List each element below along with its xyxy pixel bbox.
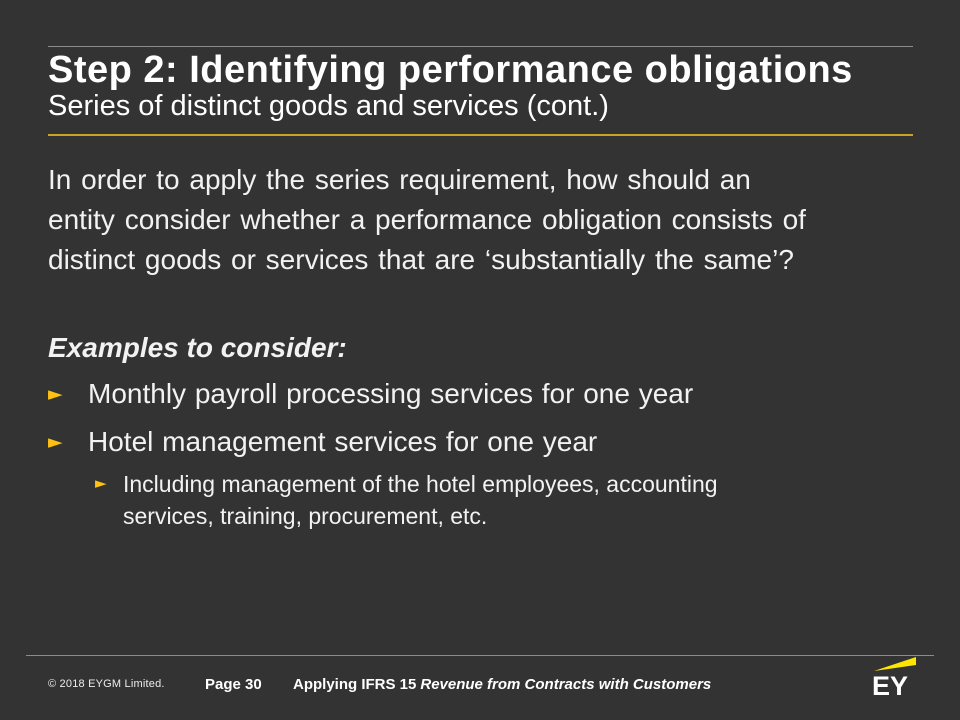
ey-logo-text: EY	[872, 671, 909, 701]
sub-list-item: ► Including management of the hotel empl…	[95, 468, 718, 532]
sub-bullet-line: services, training, procurement, etc.	[123, 503, 488, 529]
list-item: ► Hotel management services for one year	[48, 424, 597, 460]
sub-bullet-label: Including management of the hotel employ…	[123, 468, 718, 532]
intro-paragraph-line: In order to apply the series requirement…	[48, 164, 751, 195]
list-item: ► Monthly payroll processing services fo…	[48, 376, 693, 412]
bullet-triangle-icon: ►	[48, 383, 63, 405]
bullet-label: Hotel management services for one year	[88, 426, 598, 457]
ey-beam-icon	[874, 657, 916, 671]
slide-title: Step 2: Identifying performance obligati…	[48, 49, 853, 91]
intro-paragraph-line: entity consider whether a performance ob…	[48, 204, 806, 235]
footer-divider-line	[26, 655, 934, 656]
document-title: Applying IFRS 15 Revenue from Contracts w…	[293, 676, 711, 693]
copyright-text: © 2018 EYGM Limited.	[48, 678, 165, 690]
ey-logo: EY	[872, 657, 918, 701]
title-accent-line	[48, 134, 913, 136]
bullet-triangle-icon: ►	[95, 474, 107, 492]
header-divider-line	[48, 46, 913, 47]
bullet-triangle-icon: ►	[48, 431, 63, 453]
page-number: Page 30	[205, 676, 262, 693]
document-title-regular: Applying IFRS 15	[293, 676, 417, 693]
document-title-italic: Revenue from Contracts with Customers	[420, 676, 712, 693]
slide-subtitle: Series of distinct goods and services (c…	[48, 90, 609, 122]
sub-bullet-line: Including management of the hotel employ…	[123, 471, 718, 497]
intro-paragraph: In order to apply the series requirement…	[48, 160, 928, 280]
examples-heading: Examples to consider:	[48, 332, 347, 363]
intro-paragraph-line: distinct goods or services that are ‘sub…	[48, 244, 794, 275]
bullet-label: Monthly payroll processing services for …	[88, 378, 694, 409]
